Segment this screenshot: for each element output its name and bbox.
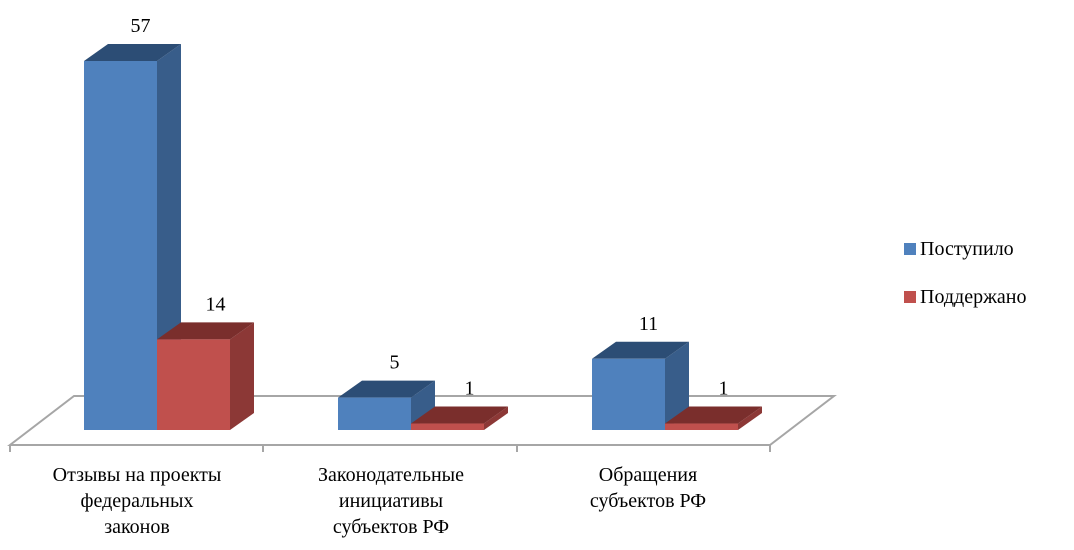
data-label-1-1: 1: [465, 378, 475, 400]
bars: [84, 44, 762, 430]
bar-side: [738, 406, 762, 430]
bar-top: [338, 380, 435, 398]
category-label-line: законов: [104, 516, 170, 538]
bar-side: [484, 406, 508, 430]
bar-top: [157, 322, 254, 340]
category-label-line: субъектов РФ: [589, 490, 707, 512]
bar-1-1: [411, 406, 508, 430]
legend-swatch-series-0: [904, 243, 916, 255]
bar-front: [665, 423, 738, 430]
category-label-line: федеральных: [80, 490, 194, 512]
category-label-line: инициативы: [338, 490, 444, 512]
category-label-line: субъектов РФ: [332, 516, 450, 538]
bar-side: [665, 341, 689, 430]
category-label-line: Отзывы на проекты: [52, 464, 222, 486]
bar-0-2: [592, 341, 689, 430]
category-label-line: Обращения: [598, 464, 698, 486]
legend-label-series-0: Поступило: [920, 237, 1014, 260]
bar-front: [592, 358, 665, 430]
bar-1-0: [157, 322, 254, 430]
legend: Поступило Поддержано: [904, 235, 1027, 331]
legend-label-series-1: Поддержано: [920, 285, 1027, 308]
category-label-2: Обращения субъектов РФ: [528, 462, 768, 514]
bar-1-2: [665, 406, 762, 430]
bar-top: [411, 406, 508, 424]
bar-front: [338, 397, 411, 430]
legend-item-series-1: Поддержано: [904, 283, 1027, 311]
bar-0-1: [338, 380, 435, 430]
bar-front: [411, 423, 484, 430]
legend-item-series-0: Поступило: [904, 235, 1027, 263]
data-label-0-0: 57: [131, 15, 151, 37]
data-label-1-0: 14: [206, 293, 226, 315]
category-label-line: Законодательные: [318, 464, 464, 486]
bar-side: [411, 380, 435, 430]
bar-top: [592, 341, 689, 359]
data-label-1-2: 1: [719, 378, 729, 400]
bar-0-0: [84, 44, 181, 430]
category-label-1: Законодательные инициативы субъектов РФ: [271, 462, 511, 540]
data-label-0-2: 11: [639, 313, 658, 335]
data-label-0-1: 5: [390, 352, 400, 374]
bar-front: [157, 339, 230, 430]
legend-swatch-series-1: [904, 291, 916, 303]
bar-top: [665, 406, 762, 424]
bar-top: [84, 44, 181, 61]
category-label-0: Отзывы на проекты федеральных законов: [17, 462, 257, 540]
bar-side: [230, 322, 254, 430]
bar-front: [84, 61, 157, 430]
